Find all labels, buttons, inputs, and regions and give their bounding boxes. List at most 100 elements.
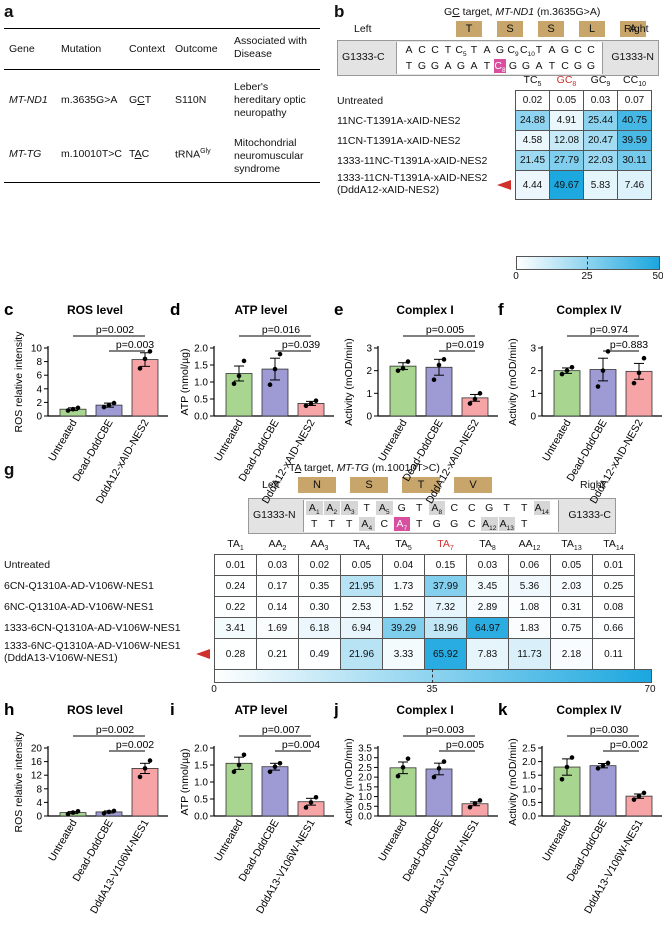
data-point: [231, 381, 237, 386]
panel-label-e: e: [334, 300, 343, 319]
color-scale-midline: [587, 256, 588, 270]
outcome-value: tRNAGly: [175, 148, 211, 161]
y-tick-label: 0.0: [358, 812, 372, 823]
heatmap-cell: 27.79: [549, 150, 584, 171]
data-point: [600, 368, 606, 373]
base-letter: A: [470, 60, 478, 72]
heatmap-cell: 0.14: [256, 596, 299, 618]
y-tick-label: 8: [36, 784, 42, 795]
base-letter: A: [483, 44, 491, 56]
data-point: [137, 366, 143, 371]
heatmap-cell: 0.06: [508, 554, 551, 576]
bottom-strand-base: A7: [393, 517, 410, 532]
heatmap-cell: 1.08: [508, 596, 551, 618]
data-point: [631, 797, 637, 802]
y-axis-label: Activity (mOD/min): [343, 738, 355, 826]
top-strand-base: C: [585, 43, 597, 57]
data-point: [405, 359, 411, 364]
top-strand-base: G: [481, 501, 498, 515]
column-header-text: TC: [523, 73, 538, 86]
column-header-text: GC: [590, 73, 607, 86]
y-tick-label: 2: [366, 366, 372, 377]
y-tick-label: 1.0: [358, 792, 372, 803]
disease-value: Leber's hereditary optic neuropathy: [234, 81, 306, 120]
data-point: [605, 760, 611, 766]
top-strand-base: T: [499, 501, 516, 515]
y-tick-label: 2: [36, 398, 42, 409]
heatmap-row-label: 11CN-T1391A-xAID-NES2: [337, 135, 461, 147]
y-axis-label: Activity (mOD/min): [507, 738, 519, 826]
heatmap-row-label: 1333-11NC-T1391A-xAID-NES2: [337, 155, 487, 167]
heatmap-cell: 24.88: [515, 110, 550, 131]
column-header-text: TA: [561, 537, 574, 550]
p-value-label: p=0.883: [610, 339, 648, 351]
heatmap-cell: 7.83: [466, 638, 509, 670]
p-value-label: p=0.003: [426, 724, 464, 736]
data-point: [101, 404, 107, 410]
disease-line: neuromuscular: [234, 150, 304, 162]
base-letter: T: [311, 518, 318, 530]
heatmap-row-label: 11NC-T1391A-xAID-NES2: [337, 115, 461, 127]
base-index: 2: [333, 509, 338, 517]
heatmap-cell: 0.31: [550, 596, 593, 618]
heatmap-row-label: Untreated: [337, 95, 383, 107]
target-title: GC target, MT-ND1 (m.3635G>A): [444, 6, 600, 18]
base-letter: C: [494, 60, 502, 72]
column-header-index: 10: [638, 81, 646, 89]
heatmap-cell: 6.94: [340, 617, 383, 639]
title-base: G: [444, 6, 453, 18]
bar: [389, 767, 417, 817]
top-strand-base: G: [394, 501, 411, 515]
heatmap-cell: 3.45: [466, 575, 509, 597]
bar-chart-j: j Complex I 0.00.51.01.52.02.53.03.5Activi…: [333, 700, 498, 916]
data-point: [600, 763, 606, 768]
heatmap-header-row: TC5 GC8 GC9 CC10: [516, 72, 652, 91]
bar-chart-c: c ROS level 0 2 4 6 8 10 ROS relative intensity U…: [4, 300, 168, 506]
column-header-index: 2: [282, 545, 287, 553]
p-value-label: p=0.002: [96, 324, 134, 336]
heatmap-column-header: TC5: [516, 72, 550, 91]
chart-title: ROS level: [67, 303, 123, 317]
y-tick-label: 2.5: [358, 763, 372, 774]
bottom-strand-base: T: [516, 517, 533, 531]
base-letter: C: [467, 502, 476, 514]
base-letter: A: [326, 502, 334, 514]
bottom-strand-base: G: [416, 59, 428, 73]
top-strand-base: G: [494, 43, 506, 57]
chart-title: Complex I: [396, 303, 453, 317]
data-point: [272, 366, 278, 372]
heatmap-row: 0.02 0.05 0.03 0.07: [515, 90, 652, 111]
base-letter: T: [521, 502, 528, 514]
top-strand-base: A: [403, 43, 415, 57]
base-letter: C: [520, 44, 528, 56]
panel-label-h: h: [4, 700, 14, 719]
data-point: [436, 766, 442, 771]
data-point: [111, 400, 117, 406]
base-letter: T: [470, 44, 478, 56]
y-tick-label: 4: [36, 798, 42, 809]
data-point: [65, 811, 71, 817]
base-letter: T: [548, 60, 556, 72]
column-header-index: 9: [606, 81, 611, 89]
bar: [261, 766, 289, 817]
base-index: 8: [501, 67, 506, 75]
heatmap-cell: 5.36: [508, 575, 551, 597]
column-header-index: 12: [532, 545, 541, 553]
heatmap-cell: 21.95: [340, 575, 383, 597]
top-strand-base: C: [464, 501, 481, 515]
color-scale-tick-label: 25: [581, 271, 593, 282]
bottom-strand-base: C: [559, 59, 571, 73]
editing-heatmap: TC5 GC8 GC9 CC10 0.02 0.05 0.03 0.07 24.88 4.91 25…: [515, 72, 652, 200]
amino-acid-box: S: [497, 21, 523, 37]
base-letter: T: [521, 518, 528, 530]
data-point: [400, 366, 406, 371]
left-domain-label: G1333-N: [253, 509, 296, 521]
data-point: [559, 371, 565, 377]
y-axis-label: ATP (nmol/µg): [179, 749, 191, 816]
heatmap-cell: 0.05: [340, 554, 383, 576]
context-base: A: [134, 148, 142, 160]
top-strand-base: A8: [428, 501, 445, 516]
chart-title: Complex IV: [556, 703, 621, 717]
column-header-text: TA: [353, 537, 366, 550]
